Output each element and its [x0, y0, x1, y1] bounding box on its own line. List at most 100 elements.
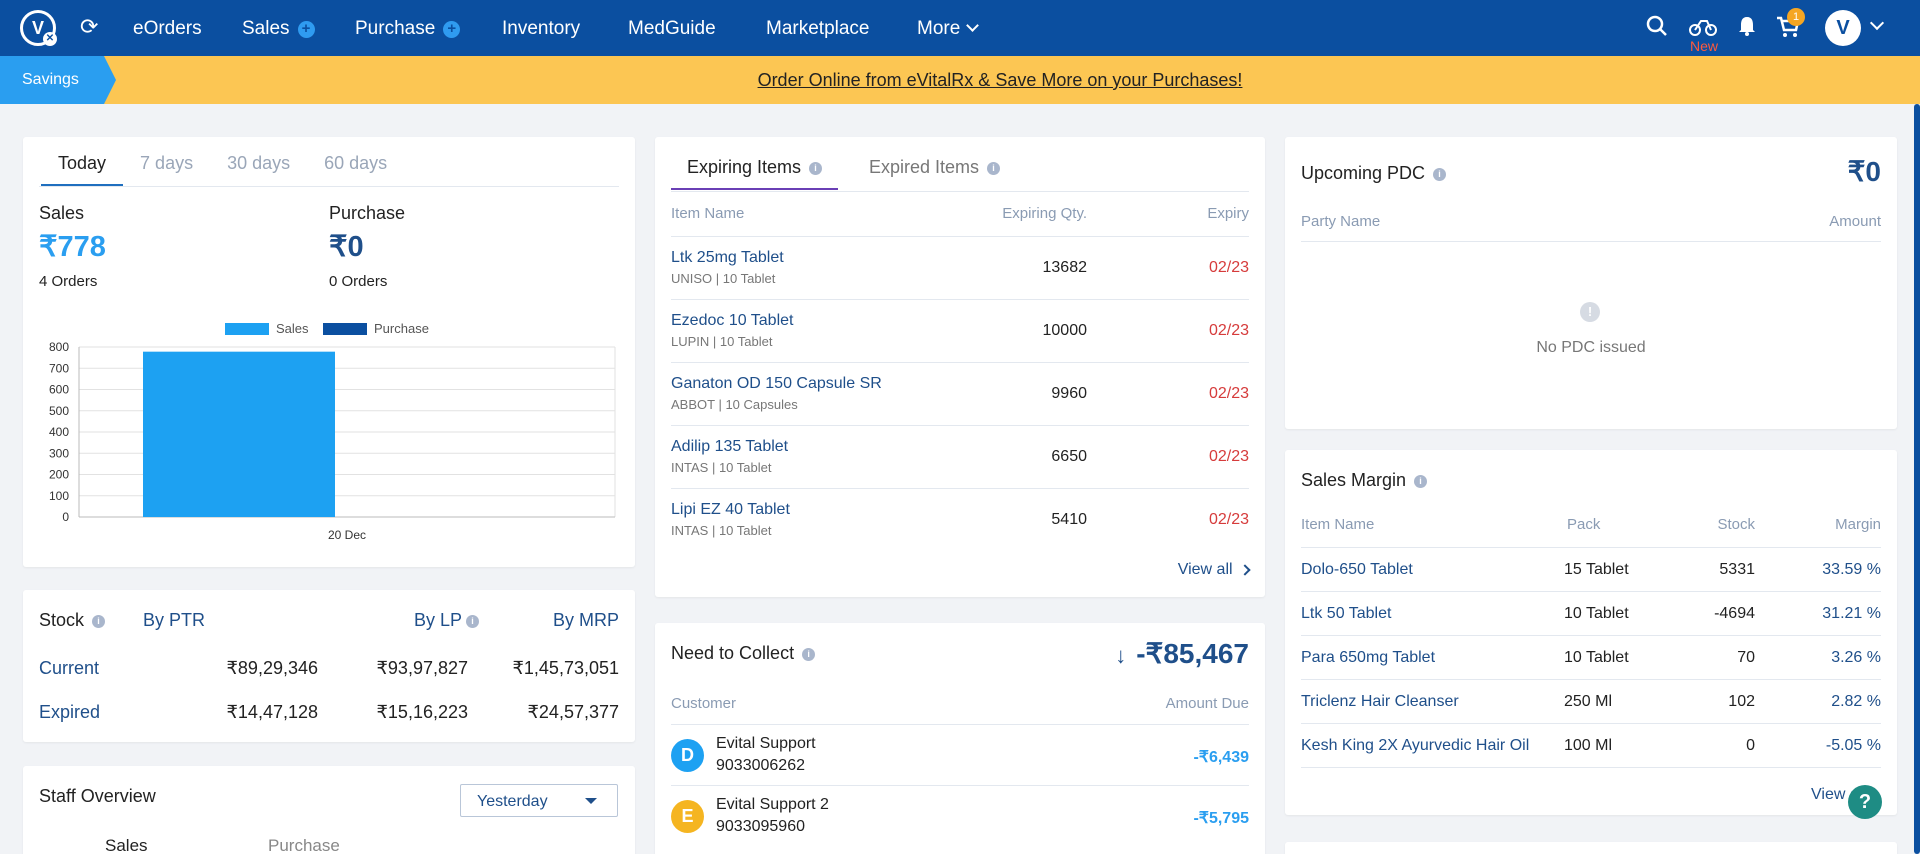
customer-phone: 9033006262 [716, 757, 805, 774]
y-tick-label: 700 [49, 361, 69, 375]
collect-total-value: -₹85,467 [1136, 638, 1249, 669]
scrollbar-thumb[interactable] [1914, 104, 1920, 854]
upcoming-pdc-card: Upcoming PDC i ₹0 Party Name Amount ! No … [1285, 137, 1897, 429]
stock-current-mrp: ₹1,45,73,051 [512, 658, 619, 678]
nav-more[interactable]: More [917, 18, 980, 40]
legend-label: Sales [276, 321, 309, 336]
table-row[interactable]: Triclenz Hair Cleanser 250 Ml 102 2.82 % [1301, 680, 1881, 724]
chevron-right-icon [1239, 564, 1251, 576]
y-tick-label: 100 [49, 489, 69, 503]
info-icon[interactable]: i [809, 162, 823, 175]
sales-purchase-overview-card: Today 7 days 30 days 60 days Sales ₹778 … [23, 137, 635, 567]
promo-banner: Savings Order Online from eVitalRx & Sav… [0, 56, 1920, 104]
stock-row-expired[interactable]: Expired [39, 702, 101, 722]
staff-tab-sales[interactable]: Sales [105, 836, 148, 854]
view-all-expiring-link[interactable]: View all [1178, 561, 1251, 579]
pdc-amount: ₹0 [1847, 156, 1881, 187]
page-scrollbar[interactable] [1914, 104, 1920, 854]
table-row[interactable]: Kesh King 2X Ayurvedic Hair Oil 100 Ml 0… [1301, 724, 1881, 768]
item-name[interactable]: Ltk 25mg Tablet [671, 249, 784, 266]
info-icon[interactable]: i [1414, 475, 1428, 488]
list-item[interactable]: Ltk 25mg Tablet UNISO | 10 Tablet 13682 … [671, 237, 1249, 300]
info-icon[interactable]: i [1433, 168, 1447, 181]
staff-period-select[interactable]: Yesterday [460, 784, 618, 817]
nav-eorders[interactable]: eOrders [133, 18, 202, 39]
list-item[interactable]: Ezedoc 10 Tablet LUPIN | 10 Tablet 10000… [671, 300, 1249, 363]
margin-item-name[interactable]: Ltk 50 Tablet [1301, 605, 1392, 622]
refresh-icon[interactable]: ⟳ [80, 14, 99, 39]
stock-row-current[interactable]: Current [39, 658, 100, 678]
tab-60-days[interactable]: 60 days [324, 153, 388, 173]
nav-sales[interactable]: Sales + [242, 18, 315, 40]
x-tick-label: 20 Dec [328, 528, 366, 542]
item-qty: 13682 [1042, 259, 1088, 276]
delivery-bike-icon[interactable] [1689, 16, 1717, 36]
add-purchase-icon[interactable]: + [443, 21, 461, 38]
margin-item-pack: 10 Tablet [1564, 605, 1629, 622]
tab-expiring-items[interactable]: Expiring Items i [671, 157, 839, 190]
nav-purchase[interactable]: Purchase + [355, 18, 461, 40]
arrow-down-icon: ↓ [1115, 643, 1127, 668]
tab-expired-items[interactable]: Expired Items i [869, 157, 1001, 178]
y-tick-label: 300 [49, 446, 69, 460]
tab-30-days[interactable]: 30 days [227, 153, 291, 173]
legend-swatch [225, 323, 269, 335]
savings-tag[interactable]: Savings [0, 56, 116, 104]
list-item[interactable]: E Evital Support 2 9033095960 -₹5,795 [671, 786, 1249, 847]
promo-link[interactable]: Order Online from eVitalRx & Save More o… [757, 70, 1243, 90]
stock-col-lp[interactable]: By LP i [414, 610, 479, 631]
info-icon[interactable]: i [92, 615, 106, 628]
table-row[interactable]: Ltk 50 Tablet 10 Tablet -4694 31.21 % [1301, 592, 1881, 636]
item-expiry: 02/23 [1208, 322, 1249, 339]
nav-marketplace[interactable]: Marketplace [766, 18, 870, 39]
item-name[interactable]: Ezedoc 10 Tablet [671, 312, 794, 329]
list-item[interactable]: Lipi EZ 40 Tablet INTAS | 10 Tablet 5410… [671, 489, 1249, 552]
tab-today[interactable]: Today [41, 153, 124, 186]
tabs-divider [671, 191, 1249, 192]
nav-inventory[interactable]: Inventory [502, 18, 581, 39]
user-avatar[interactable]: V [1825, 10, 1861, 46]
search-icon[interactable] [1646, 15, 1668, 37]
margin-item-name[interactable]: Triclenz Hair Cleanser [1301, 693, 1459, 710]
margin-item-margin: 2.82 % [1831, 693, 1881, 710]
staff-tab-purchase[interactable]: Purchase [268, 836, 340, 854]
chevron-down-icon[interactable] [1869, 15, 1885, 31]
tab-7-days[interactable]: 7 days [140, 153, 194, 173]
nav-medguide[interactable]: MedGuide [628, 18, 716, 39]
list-item[interactable]: Adilip 135 Tablet INTAS | 10 Tablet 6650… [671, 426, 1249, 489]
stock-col-mrp[interactable]: By MRP [552, 610, 619, 630]
bell-icon[interactable] [1737, 15, 1757, 37]
stock-col-ptr[interactable]: By PTR [142, 610, 205, 630]
y-tick-label: 0 [62, 510, 69, 524]
item-name[interactable]: Lipi EZ 40 Tablet [671, 501, 790, 518]
margin-item-name[interactable]: Para 650mg Tablet [1301, 649, 1436, 666]
margin-item-stock: 102 [1728, 693, 1755, 710]
list-item[interactable]: Ganaton OD 150 Capsule SR ABBOT | 10 Cap… [671, 363, 1249, 426]
tab-expiring-label: Expiring Items [687, 157, 802, 177]
info-icon[interactable]: i [466, 615, 479, 628]
add-sale-icon[interactable]: + [297, 21, 315, 38]
sales-orders: 4 Orders [39, 273, 98, 290]
header-divider [1301, 547, 1881, 548]
bar-sales [143, 351, 335, 517]
margin-item-margin: -5.05 % [1825, 737, 1881, 754]
app-logo[interactable]: V ✕ [20, 10, 57, 46]
margin-item-name[interactable]: Dolo-650 Tablet [1301, 561, 1413, 578]
item-expiry: 02/23 [1208, 511, 1249, 528]
stock-title-text: Stock [39, 610, 85, 630]
info-icon[interactable]: i [987, 162, 1001, 175]
table-row[interactable]: Para 650mg Tablet 10 Tablet 70 3.26 % [1301, 636, 1881, 680]
help-button[interactable]: ? [1848, 785, 1882, 819]
y-tick-label: 200 [49, 468, 69, 482]
expiring-items-card: Expiring Items i Expired Items i Item Name… [655, 137, 1265, 597]
pdc-title-text: Upcoming PDC [1301, 163, 1426, 183]
margin-item-name[interactable]: Kesh King 2X Ayurvedic Hair Oil [1301, 737, 1530, 754]
list-item[interactable]: D Evital Support 9033006262 -₹6,439 [671, 725, 1249, 786]
item-name[interactable]: Adilip 135 Tablet [671, 438, 789, 455]
info-icon[interactable]: i [802, 648, 816, 661]
table-row[interactable]: Dolo-650 Tablet 15 Tablet 5331 33.59 % [1301, 548, 1881, 592]
collect-title: Need to Collect i [671, 643, 816, 664]
tab-expired-label: Expired Items [869, 157, 980, 177]
item-name[interactable]: Ganaton OD 150 Capsule SR [671, 375, 882, 392]
stock-card: Stock i By PTR By LP i By MRP Current ₹89,… [23, 590, 635, 742]
